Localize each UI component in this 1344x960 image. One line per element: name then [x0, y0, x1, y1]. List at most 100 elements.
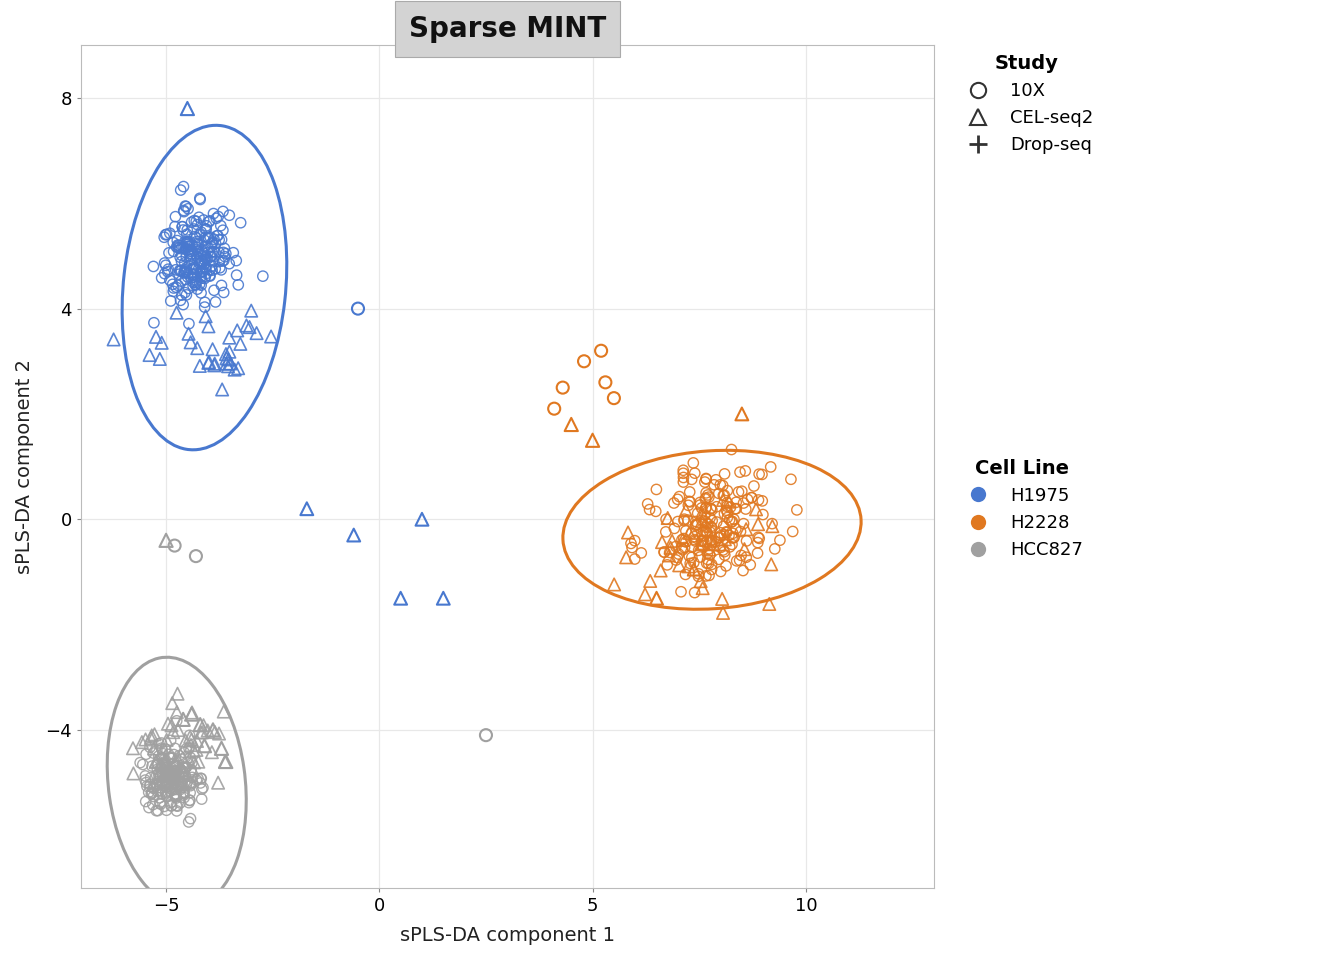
- Point: [735, 521, 757, 537]
- Point: [141, 728, 163, 743]
- Point: [204, 261, 226, 276]
- Point: [190, 252, 211, 268]
- Point: [560, 417, 582, 432]
- Point: [151, 797, 172, 812]
- Point: [331, 554, 352, 569]
- Point: [699, 510, 720, 525]
- Point: [695, 523, 716, 539]
- Point: [215, 246, 237, 261]
- Point: [188, 255, 210, 271]
- Point: [173, 770, 195, 785]
- Point: [180, 737, 202, 753]
- Point: [175, 234, 196, 250]
- Point: [163, 747, 184, 762]
- Point: [176, 223, 198, 238]
- Point: [305, 448, 327, 464]
- Point: [149, 780, 171, 795]
- Point: [695, 491, 716, 506]
- X-axis label: sPLS-DA component 1: sPLS-DA component 1: [399, 926, 614, 945]
- Point: [684, 585, 706, 600]
- Point: [691, 533, 712, 548]
- Point: [173, 179, 195, 194]
- Point: [731, 484, 753, 499]
- Point: [145, 803, 167, 818]
- Point: [177, 756, 199, 771]
- Point: [152, 773, 173, 788]
- Point: [144, 727, 165, 742]
- Point: [603, 391, 625, 406]
- Point: [687, 506, 708, 521]
- Point: [183, 743, 204, 758]
- Point: [173, 265, 195, 280]
- Point: [161, 276, 183, 292]
- Point: [195, 308, 216, 324]
- Point: [710, 525, 731, 540]
- Point: [146, 778, 168, 793]
- Point: [694, 474, 715, 490]
- Point: [155, 228, 176, 243]
- Point: [192, 246, 214, 261]
- Point: [230, 215, 251, 230]
- Point: [207, 228, 228, 244]
- Point: [722, 526, 743, 541]
- Point: [146, 774, 168, 789]
- Point: [710, 528, 731, 543]
- Point: [199, 268, 220, 283]
- Point: [683, 562, 704, 577]
- Point: [179, 728, 200, 743]
- Point: [152, 746, 173, 761]
- Point: [829, 501, 851, 516]
- Point: [155, 784, 176, 800]
- Point: [180, 777, 202, 792]
- Point: [122, 740, 144, 756]
- Point: [681, 525, 703, 540]
- Point: [187, 235, 208, 251]
- Point: [390, 538, 411, 553]
- Point: [140, 731, 161, 746]
- Point: [165, 788, 187, 804]
- Point: [168, 267, 190, 282]
- Point: [168, 769, 190, 784]
- Point: [698, 516, 719, 532]
- Point: [749, 467, 770, 482]
- Point: [169, 182, 191, 198]
- Point: [171, 776, 192, 791]
- Point: [153, 255, 175, 271]
- Point: [712, 492, 734, 508]
- Point: [180, 778, 202, 793]
- Point: [152, 783, 173, 799]
- Point: [138, 348, 160, 363]
- Point: [138, 784, 160, 800]
- Point: [695, 500, 716, 516]
- Point: [719, 513, 741, 528]
- Point: [712, 488, 734, 503]
- Point: [685, 517, 707, 533]
- Point: [212, 285, 234, 300]
- Point: [155, 785, 176, 801]
- Point: [212, 704, 234, 719]
- Point: [347, 516, 368, 532]
- Point: [712, 542, 734, 558]
- Point: [176, 234, 198, 250]
- Point: [160, 765, 181, 780]
- Point: [723, 530, 745, 545]
- Point: [203, 282, 224, 298]
- Point: [695, 485, 716, 500]
- Point: [165, 758, 187, 774]
- Point: [165, 786, 187, 802]
- Point: [700, 533, 722, 548]
- Point: [714, 532, 735, 547]
- Point: [165, 305, 187, 321]
- Point: [161, 770, 183, 785]
- Point: [173, 745, 195, 760]
- Point: [786, 502, 808, 517]
- Point: [762, 518, 784, 534]
- Point: [204, 236, 226, 252]
- Point: [175, 241, 196, 256]
- Point: [157, 716, 179, 732]
- Point: [134, 732, 156, 747]
- Point: [191, 271, 212, 286]
- Point: [714, 488, 735, 503]
- Point: [173, 265, 195, 280]
- Point: [177, 266, 199, 281]
